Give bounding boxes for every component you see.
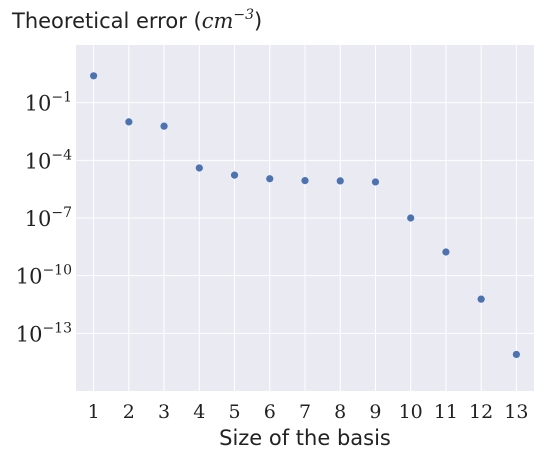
y-tick-labels: 10−1 10−4 10−7 10−10 10−13 (16, 90, 72, 347)
data-point (301, 177, 309, 185)
data-point (407, 214, 415, 222)
x-tick-label: 9 (369, 401, 381, 423)
data-points (90, 72, 520, 359)
x-tick-label: 8 (334, 401, 346, 423)
chart-title-text: Theoretical error (11, 9, 187, 33)
x-tick-label: 4 (193, 401, 205, 423)
x-tick-label: 12 (469, 401, 493, 423)
x-tick-label: 6 (264, 401, 276, 423)
x-tick-label: 10 (399, 401, 423, 423)
chart-title: Theoretical error (cm−3) (11, 7, 262, 33)
x-tick-label: 13 (504, 401, 528, 423)
x-tick-label: 1 (88, 401, 100, 423)
data-point (266, 175, 274, 183)
data-point (336, 177, 344, 185)
data-point (442, 248, 450, 256)
data-point (160, 122, 168, 130)
data-point (371, 178, 380, 186)
y-tick-label: 10−1 (25, 90, 72, 116)
y-tick-label: 10−4 (25, 147, 72, 173)
chart-title-unit-exp: −3 (233, 7, 254, 23)
x-tick-label: 2 (123, 401, 135, 423)
y-tick-label: 10−7 (25, 205, 72, 231)
data-point (195, 164, 203, 172)
y-tick-label: 10−10 (16, 263, 72, 289)
y-tick-label: 10−13 (16, 320, 72, 346)
chart-title-unit: cm (202, 9, 234, 33)
data-point (477, 295, 485, 303)
x-axis-label: Size of the basis (219, 426, 391, 450)
data-point (512, 350, 520, 359)
data-point (230, 171, 239, 179)
x-tick-label: 7 (299, 401, 311, 423)
x-tick-label: 11 (434, 401, 458, 423)
data-point (90, 72, 98, 80)
x-tick-labels: 1 2 3 4 5 6 7 8 9 10 11 12 13 (88, 401, 529, 423)
x-tick-label: 3 (158, 401, 170, 423)
x-tick-label: 5 (228, 401, 240, 423)
data-point (125, 118, 133, 126)
